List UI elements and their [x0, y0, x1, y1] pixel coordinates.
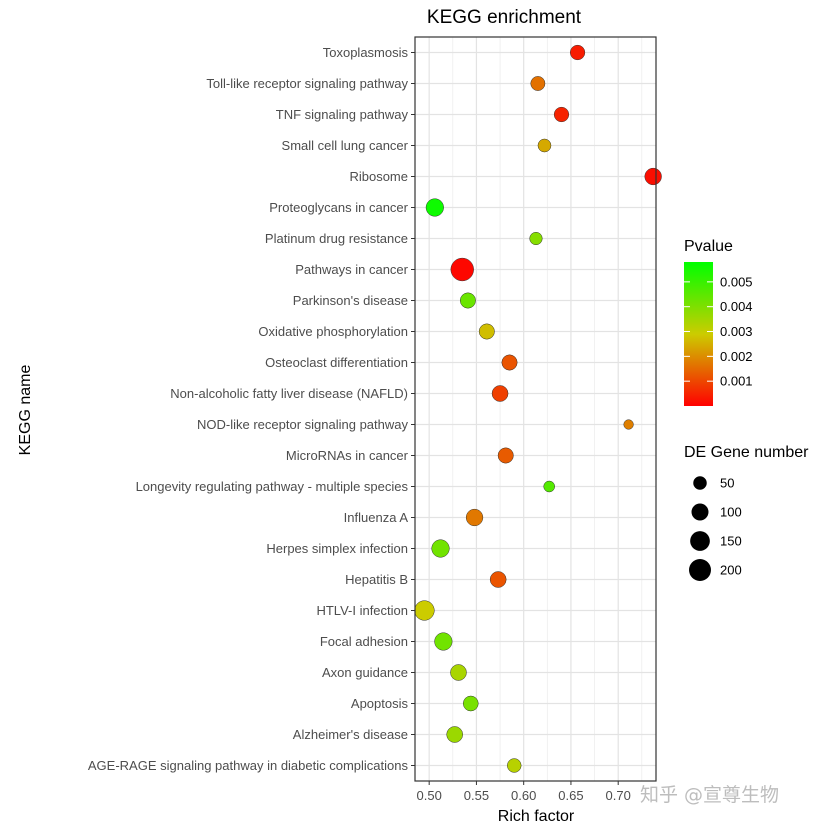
point-tnf-signaling-pathway — [553, 106, 570, 123]
point-htlv-i-infection — [414, 600, 435, 621]
x-tick-label: 0.65 — [558, 788, 583, 803]
point-pathways-in-cancer — [450, 257, 474, 282]
point-influenza-a — [465, 508, 484, 527]
point-small-cell-lung-cancer — [537, 138, 552, 153]
point-platinum-drug-resistance — [529, 231, 543, 246]
point-proteoglycans-in-cancer — [425, 198, 444, 217]
point-longevity-regulating-pathway-multiple-species — [543, 480, 555, 493]
y-tick-label-parkinson-s-disease: Parkinson's disease — [293, 293, 408, 308]
y-tick-label-proteoglycans-in-cancer: Proteoglycans in cancer — [269, 200, 408, 215]
pvalue-legend-ticks: 0.005 0.004 0.003 0.002 0.001 — [684, 274, 753, 389]
y-tick-label-age-rage-signaling-pathway-in-diabetic-complications: AGE-RAGE signaling pathway in diabetic c… — [88, 758, 409, 773]
size-key-label: 150 — [720, 534, 742, 549]
size-key-label: 100 — [720, 505, 742, 520]
y-tick-label-influenza-a: Influenza A — [344, 510, 409, 525]
point-non-alcoholic-fatty-liver-disease-nafld — [491, 385, 509, 402]
point-herpes-simplex-infection — [431, 539, 450, 558]
point-parkinson-s-disease — [459, 292, 476, 309]
x-tick-label: 0.50 — [417, 788, 442, 803]
plot-panel — [415, 37, 656, 781]
size-key-label: 200 — [720, 563, 742, 578]
pvalue-tick-label: 0.004 — [720, 299, 753, 314]
pvalue-tick-label: 0.003 — [720, 324, 753, 339]
y-tick-label-ribosome: Ribosome — [349, 169, 408, 184]
y-tick-label-oxidative-phosphorylation: Oxidative phosphorylation — [258, 324, 408, 339]
pvalue-tick-label: 0.002 — [720, 349, 753, 364]
minor-gridlines — [452, 37, 643, 781]
x-axis-ticks: 0.50 0.55 0.60 0.65 0.70 — [417, 781, 631, 803]
y-tick-label-hepatitis-b: Hepatitis B — [345, 572, 408, 587]
y-tick-label-small-cell-lung-cancer: Small cell lung cancer — [282, 138, 409, 153]
point-oxidative-phosphorylation — [478, 323, 495, 340]
point-ribosome — [644, 167, 662, 186]
y-tick-label-alzheimer-s-disease: Alzheimer's disease — [293, 727, 408, 742]
y-tick-label-toll-like-receptor-signaling-pathway: Toll-like receptor signaling pathway — [206, 76, 408, 91]
y-axis-ticks: AGE-RAGE signaling pathway in diabetic c… — [88, 45, 415, 773]
size-key-dot — [690, 531, 710, 551]
y-tick-label-herpes-simplex-infection: Herpes simplex infection — [266, 541, 408, 556]
x-tick-label: 0.60 — [511, 788, 536, 803]
y-tick-label-htlv-i-infection: HTLV-I infection — [316, 603, 408, 618]
point-age-rage-signaling-pathway-in-diabetic-complications — [507, 758, 522, 773]
pvalue-legend: Pvalue 0.005 0.004 0.003 0.002 0.001 — [684, 238, 753, 406]
size-key-dot — [691, 503, 709, 521]
y-tick-label-pathways-in-cancer: Pathways in cancer — [295, 262, 408, 277]
y-tick-label-focal-adhesion: Focal adhesion — [320, 634, 408, 649]
y-tick-label-tnf-signaling-pathway: TNF signaling pathway — [276, 107, 409, 122]
point-nod-like-receptor-signaling-pathway — [623, 419, 634, 430]
pvalue-tick-label: 0.001 — [720, 374, 753, 389]
watermark: 知乎 @宣尊生物 — [640, 784, 779, 806]
chart-title: KEGG enrichment — [427, 7, 582, 28]
x-axis-title: Rich factor — [498, 808, 575, 825]
size-key-dot — [689, 559, 711, 581]
x-tick-label: 0.70 — [606, 788, 631, 803]
x-tick-label: 0.55 — [464, 788, 489, 803]
y-tick-label-longevity-regulating-pathway-multiple-species: Longevity regulating pathway - multiple … — [136, 479, 409, 494]
y-tick-label-axon-guidance: Axon guidance — [322, 665, 408, 680]
y-tick-label-apoptosis: Apoptosis — [351, 696, 409, 711]
point-alzheimer-s-disease — [446, 726, 463, 743]
point-toll-like-receptor-signaling-pathway — [530, 76, 546, 91]
y-tick-label-toxoplasmosis: Toxoplasmosis — [323, 45, 409, 60]
pvalue-legend-title: Pvalue — [684, 238, 733, 255]
point-osteoclast-differentiation — [501, 354, 518, 371]
size-key-label: 50 — [720, 476, 734, 491]
y-tick-label-nod-like-receptor-signaling-pathway: NOD-like receptor signaling pathway — [197, 417, 408, 432]
y-axis-title: KEGG name — [17, 365, 34, 456]
point-apoptosis — [462, 695, 479, 712]
point-focal-adhesion — [434, 632, 453, 651]
y-tick-label-platinum-drug-resistance: Platinum drug resistance — [265, 231, 408, 246]
plot-border — [414, 36, 657, 782]
size-legend: DE Gene number 50 100 150 200 — [684, 444, 809, 581]
pvalue-colorbar — [684, 262, 713, 406]
point-hepatitis-b — [489, 571, 507, 588]
data-points — [414, 44, 662, 773]
y-tick-label-non-alcoholic-fatty-liver-disease-nafld: Non-alcoholic fatty liver disease (NAFLD… — [170, 386, 408, 401]
point-micrornas-in-cancer — [497, 447, 514, 464]
size-legend-keys: 50 100 150 200 — [689, 476, 742, 581]
pvalue-tick-label: 0.005 — [720, 274, 753, 289]
point-axon-guidance — [450, 664, 467, 681]
point-toxoplasmosis — [569, 44, 586, 61]
size-key-dot — [693, 476, 707, 490]
major-gridlines — [415, 37, 656, 781]
y-tick-label-osteoclast-differentiation: Osteoclast differentiation — [265, 355, 408, 370]
y-tick-label-micrornas-in-cancer: MicroRNAs in cancer — [286, 448, 409, 463]
size-legend-title: DE Gene number — [684, 444, 809, 461]
